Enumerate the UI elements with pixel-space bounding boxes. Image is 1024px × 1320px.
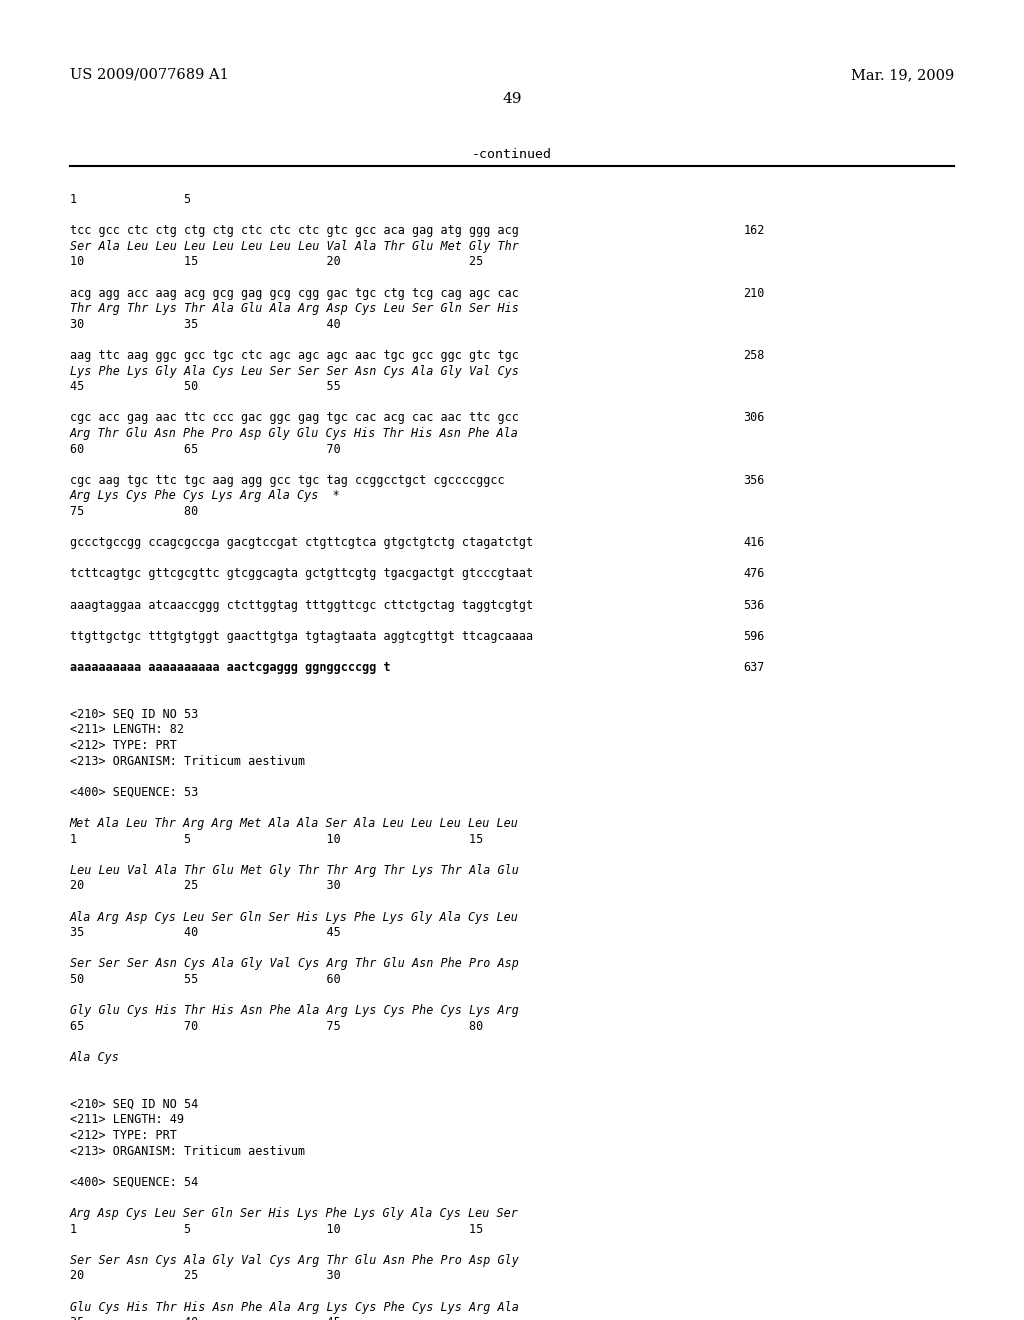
Text: tcc gcc ctc ctg ctg ctg ctc ctc ctc gtc gcc aca gag atg ggg acg: tcc gcc ctc ctg ctg ctg ctc ctc ctc gtc … — [70, 224, 518, 238]
Text: Ser Ser Asn Cys Ala Gly Val Cys Arg Thr Glu Asn Phe Pro Asp Gly: Ser Ser Asn Cys Ala Gly Val Cys Arg Thr … — [70, 1254, 518, 1267]
Text: 356: 356 — [743, 474, 765, 487]
Text: 50              55                  60: 50 55 60 — [70, 973, 340, 986]
Text: <213> ORGANISM: Triticum aestivum: <213> ORGANISM: Triticum aestivum — [70, 755, 305, 768]
Text: Glu Cys His Thr His Asn Phe Ala Arg Lys Cys Phe Cys Lys Arg Ala: Glu Cys His Thr His Asn Phe Ala Arg Lys … — [70, 1300, 518, 1313]
Text: aaaaaaaaaa aaaaaaaaaa aactcgaggg ggnggcccgg t: aaaaaaaaaa aaaaaaaaaa aactcgaggg ggnggcc… — [70, 661, 390, 675]
Text: 30              35                  40: 30 35 40 — [70, 318, 340, 331]
Text: 35              40                  45: 35 40 45 — [70, 927, 340, 940]
Text: -continued: -continued — [472, 148, 552, 161]
Text: 35              40                  45: 35 40 45 — [70, 1316, 340, 1320]
Text: 75              80: 75 80 — [70, 506, 198, 517]
Text: Ser Ala Leu Leu Leu Leu Leu Leu Leu Val Ala Thr Glu Met Gly Thr: Ser Ala Leu Leu Leu Leu Leu Leu Leu Val … — [70, 240, 518, 253]
Text: Ala Cys: Ala Cys — [70, 1051, 120, 1064]
Text: Lys Phe Lys Gly Ala Cys Leu Ser Ser Ser Asn Cys Ala Gly Val Cys: Lys Phe Lys Gly Ala Cys Leu Ser Ser Ser … — [70, 364, 518, 378]
Text: 306: 306 — [743, 412, 765, 425]
Text: 210: 210 — [743, 286, 765, 300]
Text: 49: 49 — [502, 92, 522, 106]
Text: 65              70                  75                  80: 65 70 75 80 — [70, 1020, 483, 1032]
Text: <213> ORGANISM: Triticum aestivum: <213> ORGANISM: Triticum aestivum — [70, 1144, 305, 1158]
Text: Thr Arg Thr Lys Thr Ala Glu Ala Arg Asp Cys Leu Ser Gln Ser His: Thr Arg Thr Lys Thr Ala Glu Ala Arg Asp … — [70, 302, 518, 315]
Text: 1               5                   10                  15: 1 5 10 15 — [70, 833, 483, 846]
Text: cgc acc gag aac ttc ccc gac ggc gag tgc cac acg cac aac ttc gcc: cgc acc gag aac ttc ccc gac ggc gag tgc … — [70, 412, 518, 425]
Text: <210> SEQ ID NO 54: <210> SEQ ID NO 54 — [70, 1098, 198, 1111]
Text: Ala Arg Asp Cys Leu Ser Gln Ser His Lys Phe Lys Gly Ala Cys Leu: Ala Arg Asp Cys Leu Ser Gln Ser His Lys … — [70, 911, 518, 924]
Text: 20              25                  30: 20 25 30 — [70, 879, 340, 892]
Text: <211> LENGTH: 49: <211> LENGTH: 49 — [70, 1113, 183, 1126]
Text: 1               5: 1 5 — [70, 193, 190, 206]
Text: 162: 162 — [743, 224, 765, 238]
Text: Leu Leu Val Ala Thr Glu Met Gly Thr Thr Arg Thr Lys Thr Ala Glu: Leu Leu Val Ala Thr Glu Met Gly Thr Thr … — [70, 863, 518, 876]
Text: aaagtaggaa atcaaccggg ctcttggtag tttggttcgc cttctgctag taggtcgtgt: aaagtaggaa atcaaccggg ctcttggtag tttggtt… — [70, 598, 532, 611]
Text: 10              15                  20                  25: 10 15 20 25 — [70, 255, 483, 268]
Text: <400> SEQUENCE: 54: <400> SEQUENCE: 54 — [70, 1176, 198, 1189]
Text: 536: 536 — [743, 598, 765, 611]
Text: <212> TYPE: PRT: <212> TYPE: PRT — [70, 1129, 176, 1142]
Text: 596: 596 — [743, 630, 765, 643]
Text: 258: 258 — [743, 348, 765, 362]
Text: Gly Glu Cys His Thr His Asn Phe Ala Arg Lys Cys Phe Cys Lys Arg: Gly Glu Cys His Thr His Asn Phe Ala Arg … — [70, 1005, 518, 1018]
Text: 20              25                  30: 20 25 30 — [70, 1270, 340, 1283]
Text: gccctgccgg ccagcgccga gacgtccgat ctgttcgtca gtgctgtctg ctagatctgt: gccctgccgg ccagcgccga gacgtccgat ctgttcg… — [70, 536, 532, 549]
Text: <400> SEQUENCE: 53: <400> SEQUENCE: 53 — [70, 785, 198, 799]
Text: <210> SEQ ID NO 53: <210> SEQ ID NO 53 — [70, 708, 198, 721]
Text: 60              65                  70: 60 65 70 — [70, 442, 340, 455]
Text: acg agg acc aag acg gcg gag gcg cgg gac tgc ctg tcg cag agc cac: acg agg acc aag acg gcg gag gcg cgg gac … — [70, 286, 518, 300]
Text: tcttcagtgc gttcgcgttc gtcggcagta gctgttcgtg tgacgactgt gtcccgtaat: tcttcagtgc gttcgcgttc gtcggcagta gctgttc… — [70, 568, 532, 581]
Text: ttgttgctgc tttgtgtggt gaacttgtga tgtagtaata aggtcgttgt ttcagcaaaa: ttgttgctgc tttgtgtggt gaacttgtga tgtagta… — [70, 630, 532, 643]
Text: aag ttc aag ggc gcc tgc ctc agc agc agc aac tgc gcc ggc gtc tgc: aag ttc aag ggc gcc tgc ctc agc agc agc … — [70, 348, 518, 362]
Text: <212> TYPE: PRT: <212> TYPE: PRT — [70, 739, 176, 752]
Text: Met Ala Leu Thr Arg Arg Met Ala Ala Ser Ala Leu Leu Leu Leu Leu: Met Ala Leu Thr Arg Arg Met Ala Ala Ser … — [70, 817, 518, 830]
Text: cgc aag tgc ttc tgc aag agg gcc tgc tag ccggcctgct cgccccggcc: cgc aag tgc ttc tgc aag agg gcc tgc tag … — [70, 474, 504, 487]
Text: Arg Lys Cys Phe Cys Lys Arg Ala Cys  *: Arg Lys Cys Phe Cys Lys Arg Ala Cys * — [70, 490, 340, 503]
Text: <211> LENGTH: 82: <211> LENGTH: 82 — [70, 723, 183, 737]
Text: 45              50                  55: 45 50 55 — [70, 380, 340, 393]
Text: US 2009/0077689 A1: US 2009/0077689 A1 — [70, 69, 228, 82]
Text: 416: 416 — [743, 536, 765, 549]
Text: 1               5                   10                  15: 1 5 10 15 — [70, 1222, 483, 1236]
Text: 637: 637 — [743, 661, 765, 675]
Text: 476: 476 — [743, 568, 765, 581]
Text: Ser Ser Ser Asn Cys Ala Gly Val Cys Arg Thr Glu Asn Phe Pro Asp: Ser Ser Ser Asn Cys Ala Gly Val Cys Arg … — [70, 957, 518, 970]
Text: Mar. 19, 2009: Mar. 19, 2009 — [851, 69, 954, 82]
Text: Arg Thr Glu Asn Phe Pro Asp Gly Glu Cys His Thr His Asn Phe Ala: Arg Thr Glu Asn Phe Pro Asp Gly Glu Cys … — [70, 426, 518, 440]
Text: Arg Asp Cys Leu Ser Gln Ser His Lys Phe Lys Gly Ala Cys Leu Ser: Arg Asp Cys Leu Ser Gln Ser His Lys Phe … — [70, 1206, 518, 1220]
